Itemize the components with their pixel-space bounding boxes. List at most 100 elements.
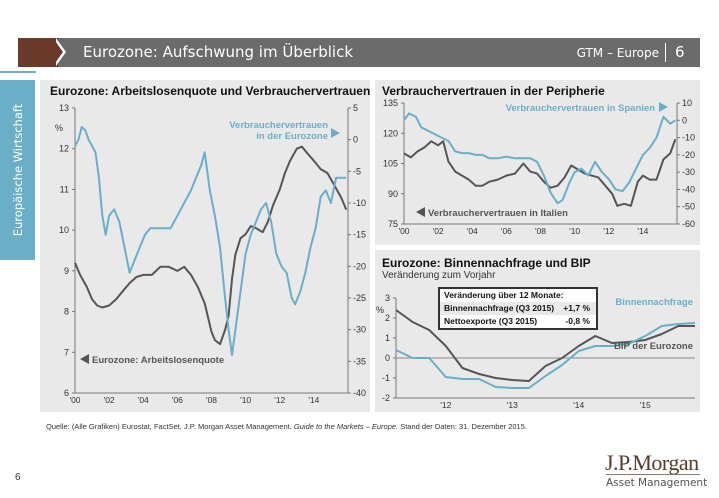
y-axis-unit-label: % [376, 305, 384, 315]
header-accent-block [18, 38, 58, 67]
x-tick-label: '12 [274, 395, 285, 405]
legend-label-unemployment: Eurozone: Arbeitslosenquote [92, 355, 224, 366]
x-tick-label: '10 [569, 226, 580, 236]
x-tick-label: '08 [206, 395, 217, 405]
header-underline [0, 71, 36, 73]
arrow-left-icon [416, 207, 425, 217]
x-tick-label: '14 [637, 226, 648, 236]
x-tick-label: '06 [172, 395, 183, 405]
y-tick-label-right: 0 [353, 135, 358, 145]
legend-label-gdp: BIP der Eurozone [614, 341, 693, 352]
annotation-box: Veränderung über 12 Monate: Binnennachfr… [438, 287, 598, 330]
logo-divider [606, 474, 700, 475]
x-tick-label: '10 [240, 395, 251, 405]
x-tick-label: '14 [573, 400, 584, 410]
legend-label-confidence-line2: in der Eurozone [256, 131, 328, 142]
chart-periphery-confidence: 75 90 105 120 135 10 0 -10 -20 -30 -40 -50 -60 '00 '02… [383, 98, 695, 236]
sidebar-section-tab[interactable]: Europäische Wirtschaft [0, 80, 35, 260]
chart-panel-unemployment: Eurozone: Arbeitslosenquote und Verbrauc… [40, 80, 370, 412]
legend-label-spain: Verbrauchervertrauen in Spanien [506, 103, 656, 114]
x-tick-label: '04 [467, 226, 478, 236]
x-tick-label: '00 [398, 226, 409, 236]
x-tick-label: '14 [308, 395, 319, 405]
y-tick-label-left: 6 [64, 388, 69, 398]
company-logo: J.P.Morgan [605, 450, 699, 475]
chart-title: Verbrauchervertrauen in der Peripherie [382, 84, 605, 98]
company-logo-subtitle: Asset Management [606, 477, 708, 489]
header-bar [18, 38, 700, 67]
chart-panel-periphery: Verbrauchervertrauen in der Peripherie 7… [375, 80, 700, 245]
arrow-right-icon [331, 128, 340, 138]
arrow-left-icon [80, 354, 89, 364]
y-tick-label-left: 135 [383, 98, 398, 108]
y-tick-label-right: -20 [353, 261, 366, 271]
annotation-title: Veränderung über 12 Monate: [444, 290, 564, 300]
x-tick-label: '04 [138, 395, 149, 405]
y-tick-label-right: -30 [353, 325, 366, 335]
page-title: Eurozone: Aufschwung im Überblick [83, 43, 354, 61]
header-page-number: 6 [675, 43, 685, 61]
y-tick-label-right: 0 [682, 115, 687, 125]
y-tick-label-left: 13 [59, 103, 69, 113]
y-tick-label-left: -2 [382, 393, 390, 403]
y-tick-label-left: 75 [388, 219, 398, 229]
arrow-right-icon [659, 102, 668, 112]
y-tick-label-left: 0 [385, 353, 390, 363]
legend-label-confidence-line1: Verbrauchervertrauen [229, 120, 328, 131]
x-tick-label: '02 [104, 395, 115, 405]
y-tick-label-left: 1 [385, 333, 390, 343]
x-tick-label: '12 [440, 400, 451, 410]
x-tick-label: '06 [501, 226, 512, 236]
y-tick-label-right: -15 [353, 230, 366, 240]
y-tick-label-left: 7 [64, 347, 69, 357]
series-line-binnennachfrage [395, 322, 696, 389]
y-tick-label-left: 90 [388, 189, 398, 199]
y-tick-label-right: 5 [353, 103, 358, 113]
x-tick-label: '00 [69, 395, 80, 405]
x-tick-label: '08 [535, 226, 546, 236]
footer-page-number: 6 [15, 472, 21, 483]
y-tick-label-right: -60 [682, 219, 695, 229]
y-tick-label-left: 105 [383, 159, 398, 169]
y-tick-label-right: -35 [353, 356, 366, 366]
series-line-verbrauchervertrauen-in-italien [403, 138, 677, 207]
y-tick-label-right: -25 [353, 293, 366, 303]
y-tick-label-right: -40 [682, 184, 695, 194]
source-note: Quelle: (Alle Grafiken) Eurostat, FactSe… [46, 422, 527, 431]
y-tick-label-left: 2 [385, 313, 390, 323]
y-tick-label-right: -20 [682, 150, 695, 160]
annotation-row: Binnennachfrage (Q3 2015) +1,7 % [440, 302, 596, 315]
x-tick-label: '12 [603, 226, 614, 236]
y-tick-label-left: 3 [385, 293, 390, 303]
y-tick-label-right: -50 [682, 202, 695, 212]
chart-title: Eurozone: Binnennachfrage und BIP [382, 256, 591, 270]
section-label: GTM – Europe [576, 46, 659, 60]
y-tick-label-left: 120 [383, 128, 398, 138]
x-tick-label: '13 [507, 400, 518, 410]
y-tick-label-left: -1 [382, 373, 390, 383]
y-tick-label-left: 10 [59, 225, 69, 235]
y-tick-label-left: 8 [64, 307, 69, 317]
y-axis-unit-label: % [55, 123, 63, 133]
series-line-bip-der-eurozone [395, 309, 695, 382]
annotation-row: Nettoexporte (Q3 2015) -0,8 % [444, 316, 590, 326]
legend-label-demand: Binnennachfrage [615, 297, 693, 308]
series-line-eurozone-arbeitslosenquote [74, 145, 348, 346]
chart-demand-gdp: -2 -1 0 1 2 3% '12 '13 '14 '15 Binnennachfrage BIP … [376, 293, 696, 410]
header-divider [665, 43, 666, 62]
chart-title: Eurozone: Arbeitslosenquote und Verbrauc… [50, 84, 371, 98]
sidebar-section-label: Europäische Wirtschaft [10, 103, 25, 237]
y-tick-label-right: -10 [682, 133, 695, 143]
chart-unemployment-confidence: 6 7 8 9 10 11 12 13% 5 0 -5 -10 -15 -20 -25 -30 -35 -40 '0… [55, 103, 366, 405]
y-tick-label-left: 11 [60, 184, 69, 194]
x-tick-label: '15 [640, 400, 651, 410]
chevron-fill [53, 38, 63, 66]
series-line-verbrauchervertrauen-in-spanien [403, 112, 676, 205]
chart-panel-demand-gdp: Eurozone: Binnennachfrage und BIP Veränd… [375, 250, 700, 412]
y-tick-label-right: -40 [353, 388, 366, 398]
y-tick-label-left: 12 [59, 144, 69, 154]
series-line-verbrauchervertrauen-in-der-eurozone [74, 126, 347, 356]
legend-label-italy: Verbrauchervertrauen in Italien [428, 208, 568, 219]
x-tick-label: '02 [433, 226, 444, 236]
y-tick-label-right: -30 [682, 167, 695, 177]
